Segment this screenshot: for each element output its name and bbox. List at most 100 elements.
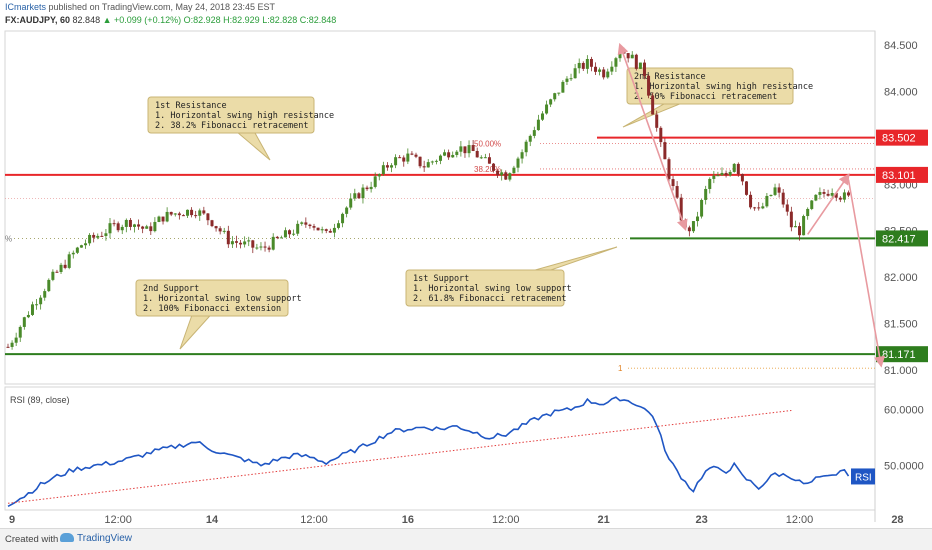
candle [18, 325, 22, 342]
candle [247, 236, 251, 247]
candle-body [610, 66, 614, 72]
candle [153, 217, 157, 233]
candle-body [704, 188, 708, 200]
candle [479, 155, 483, 160]
candle [137, 219, 141, 230]
close-value: C:82.848 [299, 15, 337, 25]
candle [288, 229, 292, 238]
candle-body [651, 95, 655, 115]
candle [806, 207, 810, 220]
candle-body [655, 114, 659, 128]
candle [267, 245, 271, 253]
candle-body [455, 151, 459, 155]
candle [594, 62, 598, 76]
rsi-title: RSI (89, close) [10, 395, 70, 405]
projection-arrow [617, 42, 688, 231]
candle-body [169, 211, 173, 215]
candle-body [84, 243, 88, 246]
tradingview-link[interactable]: TradingView [60, 533, 132, 544]
rsi-tick-label: 60.0000 [884, 404, 924, 416]
candle-body [259, 246, 263, 248]
candle [165, 207, 169, 223]
candle [777, 183, 781, 198]
candle-body [96, 235, 100, 238]
candle-body [671, 179, 675, 187]
candle [736, 162, 740, 177]
publish-info: ICmarkets published on TradingView.com, … [5, 2, 275, 12]
candle [39, 295, 43, 310]
tradingview-logo-icon [60, 533, 74, 542]
candle-body [398, 157, 402, 159]
candle [361, 184, 365, 204]
publisher-name[interactable]: ICmarkets [5, 2, 47, 12]
candle [239, 240, 243, 249]
candle [104, 229, 108, 241]
candle-body [308, 224, 312, 227]
candle-body [394, 157, 398, 166]
candle-body [406, 153, 410, 162]
candle-body [157, 216, 161, 222]
candle [765, 193, 769, 208]
candle-body [630, 54, 634, 59]
time-tick-label: 12:00 [786, 514, 814, 526]
candle-body [283, 230, 287, 238]
candle-body [728, 171, 732, 176]
candle [744, 181, 748, 196]
candle-body [385, 165, 389, 168]
candle [814, 194, 818, 202]
candle-body [536, 119, 540, 131]
candle-body [71, 252, 75, 255]
rsi-pane [4, 386, 876, 511]
candle-body [165, 211, 169, 222]
candle-body [349, 198, 353, 208]
candle-body [43, 291, 47, 298]
candle-body [402, 157, 406, 162]
candle-body [67, 254, 71, 268]
footer: Created with TradingView [0, 528, 932, 550]
candle [47, 278, 51, 293]
candle-body [137, 224, 141, 227]
candle-body [508, 173, 512, 180]
candle-body [88, 234, 92, 244]
candle [63, 259, 67, 270]
candle [638, 62, 642, 70]
candle-body [540, 113, 544, 120]
candle [614, 56, 618, 73]
level-price-badge [876, 230, 928, 247]
candle [300, 221, 304, 226]
time-tick-label: 12:00 [492, 514, 520, 526]
candle [728, 169, 732, 177]
candle [373, 172, 377, 189]
candle-body [377, 174, 381, 177]
created-with-label: Created with [5, 534, 59, 545]
candle-body [341, 213, 345, 224]
candle-body [234, 241, 238, 243]
candle-body [744, 181, 748, 195]
candle [398, 155, 402, 159]
candle [271, 233, 275, 251]
candle-body [589, 58, 593, 67]
candle [512, 165, 516, 174]
candle [336, 220, 340, 230]
candle-body [708, 178, 712, 189]
candle [443, 149, 447, 157]
candle [634, 53, 638, 71]
callout-line: 2. 100% Fibonacci extension [143, 304, 281, 314]
candle-body [618, 52, 622, 59]
candle [712, 171, 716, 184]
candle-body [520, 152, 524, 159]
candle-body [361, 187, 365, 199]
candle [691, 221, 695, 233]
candle-body [675, 186, 679, 198]
candle-body [846, 192, 850, 196]
candle [365, 185, 369, 191]
candle [483, 153, 487, 159]
candle-body [545, 104, 549, 114]
candle-body [51, 271, 55, 280]
candle [487, 153, 491, 164]
open-value: O:82.928 [183, 15, 221, 25]
candle-body [663, 142, 667, 160]
price-chart[interactable]: 84.50084.00083.50083.00082.50082.00081.5… [0, 28, 932, 528]
candle [222, 227, 226, 234]
level-price-badge [876, 346, 928, 363]
